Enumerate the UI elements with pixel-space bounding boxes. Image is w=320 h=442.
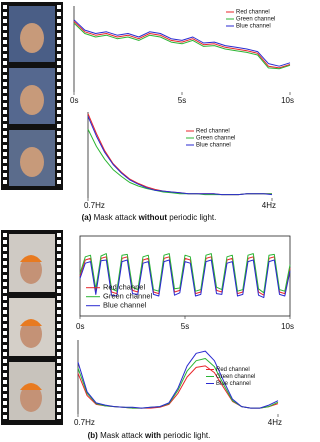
legend-label: Blue channel [196, 143, 231, 149]
caption-emphasis: with [144, 431, 161, 440]
legend-label: Blue channel [236, 24, 271, 30]
legend-label: Red channel [216, 367, 250, 373]
x-tick-label: 0s [70, 96, 78, 105]
legend-label: Green channel [236, 17, 275, 23]
x-tick-label: 4Hz [268, 418, 282, 427]
legend-label: Red channel [103, 283, 145, 292]
x-tick-label: 4Hz [262, 201, 276, 210]
series-line [73, 21, 291, 69]
series-line [77, 350, 279, 409]
legend-label: Green channel [216, 374, 255, 380]
perforations [3, 5, 61, 419]
x-tick-label: 5s [178, 96, 186, 105]
x-tick-label: 10s [281, 96, 294, 105]
x-tick-label: 0s [76, 322, 84, 331]
caption-label: (b) [88, 431, 99, 440]
caption-label: (a) [82, 213, 92, 222]
caption-after: periodic light. [163, 431, 210, 440]
series-line [87, 113, 272, 196]
x-tick-label: 0.7Hz [84, 201, 105, 210]
series-line [87, 116, 273, 196]
series-line [79, 253, 291, 294]
x-tick-label: 10s [281, 322, 294, 331]
caption: (b) Mask attack with periodic light. [88, 431, 211, 440]
film-strip [1, 2, 63, 190]
caption-emphasis: without [138, 213, 168, 222]
legend-label: Red channel [236, 10, 270, 16]
legend-label: Green channel [103, 292, 153, 301]
legend-label: Blue channel [216, 381, 251, 387]
caption: (a) Mask attack without periodic light. [82, 213, 217, 222]
series-line [87, 128, 272, 196]
legend-label: Blue channel [103, 301, 147, 310]
x-tick-label: 0.7Hz [74, 418, 95, 427]
series-line [73, 19, 291, 67]
film-strip [1, 230, 63, 425]
x-tick-label: 5s [181, 322, 189, 331]
caption-before: Mask attack [100, 431, 144, 440]
series-line [73, 22, 291, 70]
caption-before: Mask attack [94, 213, 138, 222]
series-line [79, 259, 291, 299]
legend-label: Red channel [196, 129, 230, 135]
caption-after: periodic light. [169, 213, 216, 222]
legend-label: Green channel [196, 136, 235, 142]
